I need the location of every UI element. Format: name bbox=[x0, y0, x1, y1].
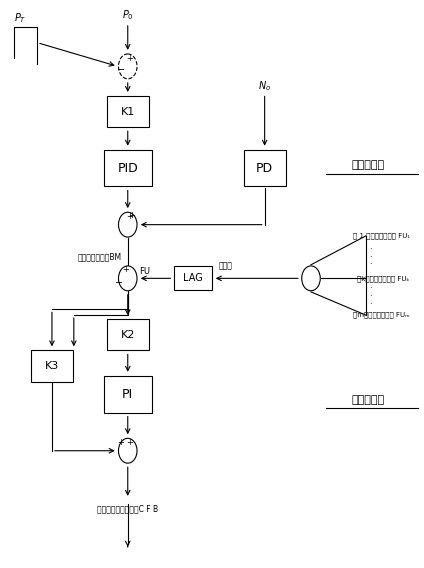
Text: PID: PID bbox=[117, 162, 138, 174]
Bar bbox=[103, 376, 152, 412]
Text: K2: K2 bbox=[120, 330, 135, 340]
Text: 第 1 台给烤机给烤量 FU₁: 第 1 台给烤机给烤量 FU₁ bbox=[353, 233, 410, 239]
Text: $N_o$: $N_o$ bbox=[258, 80, 271, 93]
Text: +: + bbox=[126, 212, 133, 221]
Text: ·
·
·: · · · bbox=[368, 285, 371, 309]
Text: 锅炉燃料量指令BM: 锅炉燃料量指令BM bbox=[77, 253, 121, 262]
Bar bbox=[174, 266, 212, 290]
Text: −: − bbox=[117, 65, 125, 75]
Text: PD: PD bbox=[256, 162, 273, 174]
Text: +: + bbox=[126, 438, 133, 447]
Text: 锅炉主控层: 锅炉主控层 bbox=[351, 160, 385, 170]
Text: 总烤量: 总烤量 bbox=[218, 261, 232, 270]
Text: ·
·
·: · · · bbox=[368, 245, 371, 269]
Bar bbox=[107, 319, 149, 350]
Text: +: + bbox=[122, 265, 129, 274]
Text: 给烤机平均转速指令C F B: 给烤机平均转速指令C F B bbox=[97, 504, 158, 513]
Text: 第m台给烤机给烤量 FUₘ: 第m台给烤机给烤量 FUₘ bbox=[354, 312, 410, 319]
Text: −: − bbox=[115, 278, 123, 288]
Text: PI: PI bbox=[122, 388, 133, 400]
Text: +: + bbox=[126, 54, 133, 63]
Text: +: + bbox=[128, 211, 135, 220]
Text: FU: FU bbox=[139, 267, 150, 276]
Text: K3: K3 bbox=[45, 361, 59, 371]
Bar bbox=[31, 350, 73, 382]
Bar bbox=[103, 150, 152, 186]
Bar bbox=[107, 96, 149, 127]
Bar bbox=[244, 150, 286, 186]
Text: +: + bbox=[117, 438, 124, 447]
Text: K1: K1 bbox=[121, 107, 135, 116]
Text: $P_T$: $P_T$ bbox=[14, 11, 26, 25]
Text: 燃料控制层: 燃料控制层 bbox=[351, 395, 385, 405]
Text: 第k台给烤机给烤量 FUₖ: 第k台给烤机给烤量 FUₖ bbox=[357, 275, 410, 282]
Text: LAG: LAG bbox=[183, 273, 203, 283]
Text: $P_0$: $P_0$ bbox=[122, 9, 134, 22]
